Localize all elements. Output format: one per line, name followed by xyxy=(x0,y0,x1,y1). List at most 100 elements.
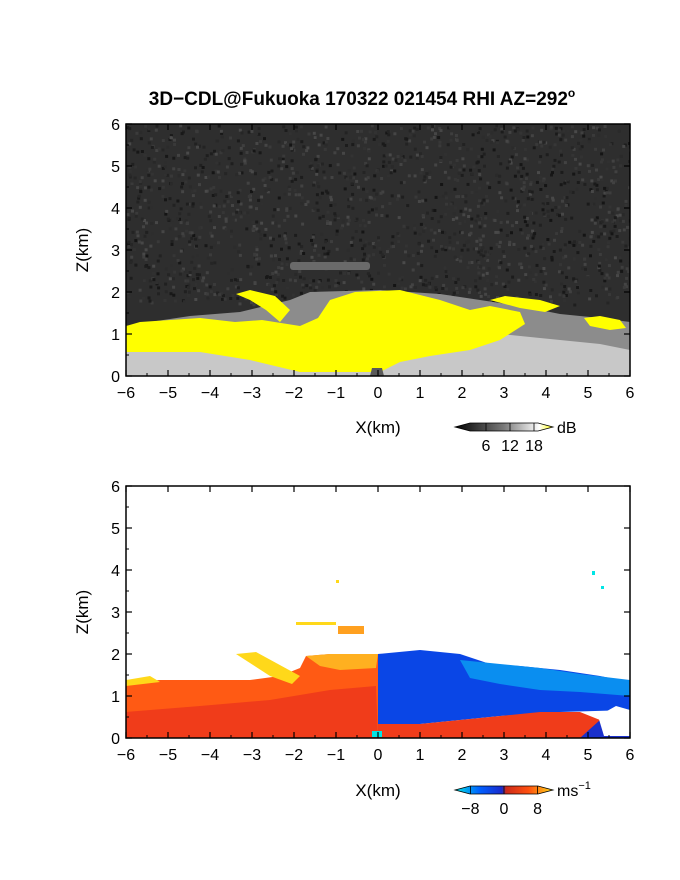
snr-noise-speck xyxy=(420,264,424,268)
snr-noise-speck xyxy=(351,143,355,147)
snr-noise-speck xyxy=(182,130,185,134)
snr-noise-speck xyxy=(341,137,345,141)
velocity-xtick-label: −4 xyxy=(201,747,219,764)
snr-noise-speck xyxy=(430,276,434,280)
snr-noise-speck xyxy=(393,132,397,136)
snr-noise-speck xyxy=(449,138,453,142)
snr-noise-speck xyxy=(316,181,320,185)
snr-xlabel: X(km) xyxy=(355,418,400,437)
snr-noise-speck xyxy=(561,199,564,203)
snr-noise-speck xyxy=(469,168,473,172)
snr-noise-speck xyxy=(431,124,435,128)
snr-noise-speck xyxy=(258,162,262,165)
snr-noise-speck xyxy=(493,219,497,222)
snr-noise-speck xyxy=(541,208,545,212)
snr-noise-speck xyxy=(350,182,354,186)
snr-noise-speck xyxy=(231,218,235,222)
snr-noise-speck xyxy=(499,228,503,232)
snr-noise-speck xyxy=(483,164,486,168)
snr-noise-speck xyxy=(223,199,227,203)
snr-noise-speck xyxy=(164,198,167,202)
snr-noise-speck xyxy=(386,139,390,143)
snr-noise-speck xyxy=(240,171,244,175)
snr-noise-speck xyxy=(448,246,452,250)
snr-noise-speck xyxy=(546,202,550,205)
snr-noise-speck xyxy=(267,170,271,174)
snr-noise-speck xyxy=(622,285,626,289)
snr-noise-speck xyxy=(475,129,479,132)
snr-noise-speck xyxy=(161,166,165,170)
snr-xtick-label: 5 xyxy=(584,385,593,402)
snr-noise-speck xyxy=(448,240,452,244)
snr-noise-speck xyxy=(226,200,230,204)
snr-noise-speck xyxy=(300,196,304,200)
snr-noise-speck xyxy=(627,270,630,273)
snr-noise-speck xyxy=(320,191,324,195)
snr-noise-speck xyxy=(554,206,558,209)
snr-noise-speck xyxy=(576,181,580,184)
snr-noise-speck xyxy=(273,208,277,212)
snr-noise-speck xyxy=(481,246,485,250)
snr-noise-speck xyxy=(155,221,158,225)
snr-noise-speck xyxy=(145,221,148,225)
snr-noise-speck xyxy=(603,279,607,283)
snr-noise-speck xyxy=(181,182,184,186)
snr-noise-speck xyxy=(360,129,363,133)
snr-noise-speck xyxy=(625,276,629,280)
snr-noise-speck xyxy=(239,146,243,150)
snr-noise-speck xyxy=(497,180,501,184)
snr-noise-speck xyxy=(281,144,285,148)
snr-noise-speck xyxy=(483,287,487,291)
snr-noise-speck xyxy=(574,130,578,134)
snr-noise-speck xyxy=(193,287,196,291)
snr-noise-speck xyxy=(321,162,324,166)
snr-noise-speck xyxy=(485,199,489,203)
velocity-xtick-label: −6 xyxy=(117,747,135,764)
snr-noise-speck xyxy=(393,169,397,173)
snr-noise-speck xyxy=(542,287,546,291)
snr-noise-speck xyxy=(126,213,130,217)
snr-noise-speck xyxy=(253,252,257,256)
snr-noise-speck xyxy=(251,227,255,231)
snr-noise-speck xyxy=(605,191,609,195)
snr-noise-speck xyxy=(455,159,459,162)
snr-noise-speck xyxy=(170,243,174,246)
snr-noise-speck xyxy=(461,286,465,290)
snr-noise-speck xyxy=(406,226,410,230)
velocity-ytick-label: 6 xyxy=(111,479,120,496)
snr-noise-speck xyxy=(187,283,191,287)
snr-noise-speck xyxy=(245,151,249,154)
snr-noise-speck xyxy=(453,206,457,210)
snr-noise-speck xyxy=(485,271,489,275)
snr-noise-speck xyxy=(316,208,320,212)
snr-noise-speck xyxy=(147,185,151,189)
snr-noise-speck xyxy=(215,139,219,143)
snr-noise-speck xyxy=(452,212,456,216)
snr-noise-speck xyxy=(261,178,265,182)
snr-noise-speck xyxy=(212,185,216,189)
velocity-speck-upper xyxy=(336,580,339,583)
snr-noise-speck xyxy=(269,254,273,258)
snr-noise-speck xyxy=(148,279,152,283)
snr-noise-speck xyxy=(346,248,350,252)
snr-ytick-label: 4 xyxy=(111,201,120,218)
snr-noise-speck xyxy=(521,166,525,170)
snr-noise-speck xyxy=(370,124,374,128)
snr-noise-speck xyxy=(453,187,457,191)
snr-noise-speck xyxy=(147,206,151,210)
snr-noise-speck xyxy=(318,216,322,220)
snr-noise-speck xyxy=(308,165,312,169)
snr-noise-speck xyxy=(219,189,223,193)
snr-noise-speck xyxy=(229,235,233,239)
snr-noise-speck xyxy=(541,179,545,183)
snr-noise-speck xyxy=(178,272,182,276)
snr-noise-speck xyxy=(365,198,369,202)
snr-noise-speck xyxy=(282,125,286,129)
snr-noise-speck xyxy=(478,186,482,190)
snr-noise-speck xyxy=(615,245,619,249)
snr-noise-speck xyxy=(172,293,176,297)
snr-noise-speck xyxy=(447,126,451,130)
snr-noise-speck xyxy=(364,140,367,144)
snr-noise-speck xyxy=(302,285,305,289)
snr-noise-speck xyxy=(196,173,200,177)
